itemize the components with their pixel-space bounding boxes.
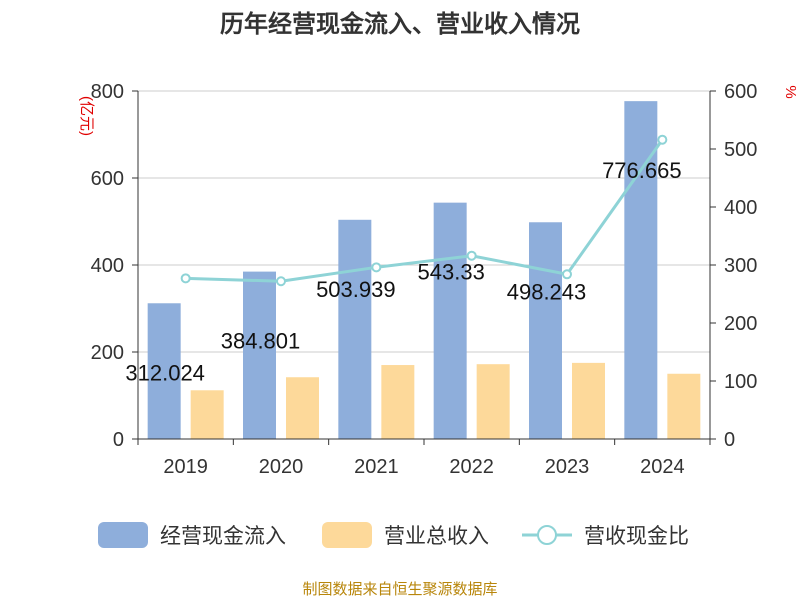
legend: 经营现金流入 营业总收入 营收现金比 xyxy=(98,522,689,548)
x-axis-tick-label: 2019 xyxy=(163,456,208,478)
left-axis-tick-label: 400 xyxy=(91,255,124,277)
data-label: 776.665 xyxy=(602,158,682,183)
bar-series xyxy=(147,101,701,439)
bar-revenue xyxy=(476,364,510,439)
legend-label: 营收现金比 xyxy=(584,525,689,548)
bar-cash-inflow xyxy=(338,219,372,439)
grid-lines xyxy=(138,90,710,353)
left-axis-tick-label: 0 xyxy=(113,429,124,451)
legend-swatch xyxy=(98,522,148,548)
right-axis-tick-label: 0 xyxy=(724,429,735,451)
legend-swatch xyxy=(322,522,372,548)
ratio-point xyxy=(371,262,382,273)
ratio-point xyxy=(466,250,477,261)
x-axis-tick-label: 2024 xyxy=(640,456,685,478)
data-label: 543.33 xyxy=(418,260,485,285)
bar-revenue xyxy=(667,373,701,439)
source-note: 制图数据来自恒生聚源数据库 xyxy=(302,581,497,598)
bar-cash-inflow xyxy=(243,271,276,439)
bar-revenue xyxy=(572,362,605,439)
left-axis-unit: (亿元) xyxy=(78,96,95,136)
right-axis-tick-label: 400 xyxy=(724,197,757,219)
legend-label: 经营现金流入 xyxy=(160,525,286,548)
legend-marker xyxy=(537,525,557,545)
legend-label: 营业总收入 xyxy=(384,525,489,548)
ratio-point xyxy=(657,134,668,145)
left-axis-tick-label: 800 xyxy=(91,81,124,103)
left-axis-tick-label: 600 xyxy=(91,168,124,190)
x-axis-tick-label: 2023 xyxy=(545,456,590,478)
ratio-point xyxy=(180,273,191,284)
bar-cash-inflow xyxy=(433,202,467,439)
bar-revenue xyxy=(190,390,224,439)
left-axis-tick-label: 200 xyxy=(91,342,124,364)
data-label: 384.801 xyxy=(221,329,301,354)
bar-cash-inflow xyxy=(624,101,658,439)
bar-cash-inflow xyxy=(529,222,562,439)
right-axis-tick-label: 500 xyxy=(724,139,757,161)
chart-title: 历年经营现金流入、营业收入情况 xyxy=(220,10,580,38)
ratio-line xyxy=(185,138,664,283)
bar-revenue xyxy=(381,365,415,439)
x-axis-tick-label: 2022 xyxy=(449,456,494,478)
right-axis-tick-label: 100 xyxy=(724,371,757,393)
x-axis-tick-label: 2021 xyxy=(354,456,399,478)
data-label: 498.243 xyxy=(507,279,587,304)
line-series xyxy=(180,134,668,287)
right-axis-tick-label: 300 xyxy=(724,255,757,277)
axes: 0 200 400 600 800 0 100 200 300 400 500 600 2019 2020… xyxy=(91,81,758,478)
data-label: 312.024 xyxy=(125,360,205,385)
ratio-point xyxy=(276,276,286,287)
x-axis-tick-label: 2020 xyxy=(259,456,304,478)
data-labels: 312.024 384.801 503.939 543.33 498.243 776.66… xyxy=(125,158,681,385)
data-label: 503.939 xyxy=(316,277,396,302)
bar-cash-inflow xyxy=(147,303,181,439)
ratio-point xyxy=(562,269,572,280)
right-axis-tick-label: 600 xyxy=(724,81,757,103)
bar-revenue xyxy=(286,377,319,439)
right-axis-unit: % xyxy=(782,85,799,98)
right-axis-tick-label: 200 xyxy=(724,313,757,335)
